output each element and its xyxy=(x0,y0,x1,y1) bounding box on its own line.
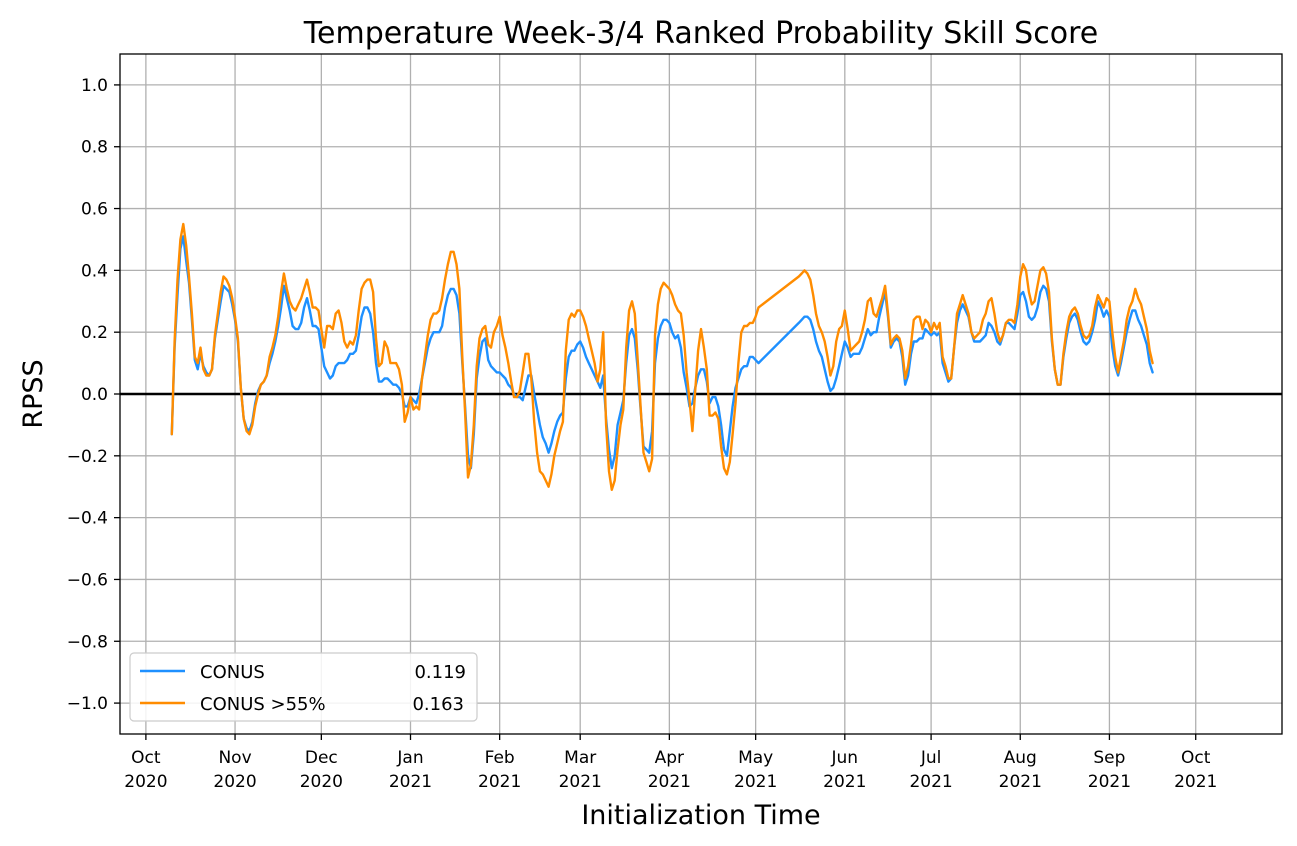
x-tick-label-year: 2021 xyxy=(909,772,952,792)
x-tick-label-year: 2020 xyxy=(300,772,343,792)
x-tick-label-year: 2021 xyxy=(559,772,602,792)
x-tick-label-year: 2021 xyxy=(734,772,777,792)
y-tick-label: 1.0 xyxy=(81,76,108,96)
y-tick-label: −0.4 xyxy=(67,509,108,529)
x-tick-label-month: Aug xyxy=(1004,748,1037,768)
y-tick-label: −1.0 xyxy=(67,694,108,714)
x-tick-label-month: Sep xyxy=(1093,748,1125,768)
x-tick-label-month: Feb xyxy=(485,748,515,768)
legend-label-conus: CONUS xyxy=(200,662,265,683)
y-tick-label: −0.8 xyxy=(67,632,108,652)
series-line-conus-55 xyxy=(170,222,1154,491)
x-tick-label-year: 2021 xyxy=(823,772,866,792)
x-tick-label-year: 2020 xyxy=(124,772,167,792)
y-tick-label: 0.8 xyxy=(81,138,108,158)
legend-label-conus-55: CONUS >55% xyxy=(200,694,326,715)
x-axis: Oct 2020 Nov 2020 Dec 2020 Jan 2021 Feb 2021 Mar 20… xyxy=(124,734,1217,792)
x-tick-label-year: 2021 xyxy=(1088,772,1131,792)
y-tick-label: −0.2 xyxy=(67,447,108,467)
x-tick-label-month: May xyxy=(738,748,773,768)
x-tick-label-year: 2021 xyxy=(648,772,691,792)
series-group xyxy=(170,222,1154,491)
x-tick-label-month: Dec xyxy=(305,748,338,768)
y-tick-label: 0.0 xyxy=(81,385,108,405)
x-tick-label-month: Apr xyxy=(655,748,684,768)
legend-box xyxy=(129,652,478,722)
x-tick-label-month: Jun xyxy=(831,748,859,768)
x-axis-label: Initialization Time xyxy=(581,800,820,831)
x-tick-label-year: 2021 xyxy=(478,772,521,792)
x-tick-label-month: Mar xyxy=(564,748,596,768)
y-axis-label: RPSS xyxy=(18,359,49,428)
x-tick-label-year: 2021 xyxy=(389,772,432,792)
y-tick-label: 0.4 xyxy=(81,261,108,281)
x-tick-label-year: 2020 xyxy=(213,772,256,792)
legend: CONUS 0.119 CONUS >55% 0.163 xyxy=(129,652,478,722)
x-tick-label-month: Jul xyxy=(920,748,942,768)
chart-title: Temperature Week-3/4 Ranked Probability … xyxy=(303,16,1098,51)
x-tick-label-month: Oct xyxy=(131,748,161,768)
legend-score-conus-55: 0.163 xyxy=(412,694,464,715)
x-tick-label-year: 2021 xyxy=(1174,772,1217,792)
y-tick-label: −0.6 xyxy=(67,570,108,590)
x-tick-label-month: Jan xyxy=(396,748,423,768)
y-tick-label: 0.6 xyxy=(81,200,108,220)
legend-score-conus: 0.119 xyxy=(414,662,466,683)
x-tick-label-month: Nov xyxy=(218,748,251,768)
x-tick-label-year: 2021 xyxy=(999,772,1042,792)
y-tick-label: 0.2 xyxy=(81,323,108,343)
x-tick-label-month: Oct xyxy=(1181,748,1211,768)
y-axis: 1.0 0.8 0.6 0.4 0.2 0.0 −0.2 −0.4 −0.6 −0.8 −1.0 xyxy=(67,76,120,714)
